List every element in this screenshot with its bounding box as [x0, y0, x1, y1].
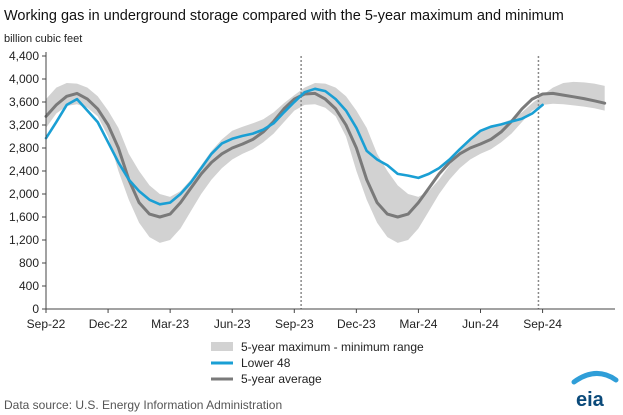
y-tick-label: 1,200: [9, 233, 39, 247]
x-tick-label: Sep-24: [523, 317, 562, 331]
legend-label-5yr-average: 5-year average: [241, 372, 322, 386]
y-tick-label: 0: [32, 302, 39, 316]
x-tick-label: Jun-23: [214, 317, 251, 331]
x-tick-label: Mar-23: [151, 317, 189, 331]
range-band: [46, 81, 605, 243]
chart-title: Working gas in underground storage compa…: [4, 8, 564, 24]
legend: 5-year maximum - minimum range Lower 48 …: [211, 340, 424, 386]
y-tick-label: 800: [19, 256, 39, 270]
x-tick-label: Mar-24: [399, 317, 437, 331]
y-tick-label: 4,000: [9, 72, 39, 86]
x-tick-label: Sep-23: [275, 317, 314, 331]
legend-label-range: 5-year maximum - minimum range: [241, 340, 424, 354]
eia-logo: eia: [571, 371, 619, 411]
y-tick-label: 4,400: [9, 49, 39, 63]
range-band-layer: [46, 81, 605, 243]
x-tick-label: Dec-22: [89, 317, 128, 331]
y-tick-label: 2,000: [9, 187, 39, 201]
logo-text: eia: [576, 389, 605, 411]
y-tick-label: 1,600: [9, 210, 39, 224]
series-line-lower48: [44, 87, 544, 206]
x-tick-label: Jun-24: [462, 317, 499, 331]
axes: 0 400 800 1,200 1,600 2,000 2,400 2,800 3,200 3,6…: [9, 49, 615, 331]
y-tick-label: 2,800: [9, 141, 39, 155]
logo-swoosh: [571, 371, 619, 385]
y-tick-label: 400: [19, 279, 39, 293]
legend-swatch-range: [211, 342, 233, 351]
y-tick-label: 2,400: [9, 164, 39, 178]
x-tick-label: Sep-22: [27, 317, 66, 331]
y-tick-label: 3,600: [9, 95, 39, 109]
series-lines: [44, 87, 607, 219]
source-note: Data source: U.S. Energy Information Adm…: [4, 398, 283, 412]
x-tick-label: Dec-23: [337, 317, 376, 331]
legend-label-lower48: Lower 48: [241, 356, 291, 370]
y-tick-label: 3,200: [9, 118, 39, 132]
y-axis-unit-label: billion cubic feet: [4, 33, 83, 45]
